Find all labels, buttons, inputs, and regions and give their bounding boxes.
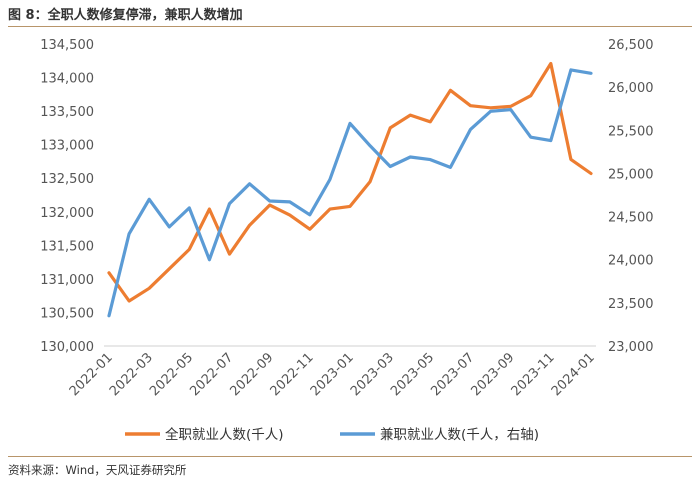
x-tick-label: 2022-09 — [227, 350, 276, 399]
y-left-tick-label: 131,500 — [40, 239, 94, 254]
title-divider — [8, 26, 692, 27]
x-tick-label: 2022-03 — [107, 350, 156, 399]
y-left-tick-label: 130,500 — [40, 306, 94, 321]
left-y-axis-labels: 130,000 130,500 131,000 131,500 132,000 132,5… — [40, 38, 94, 355]
right-y-axis-labels: 23,000 23,500 24,000 24,500 25,000 25,500 26,0… — [608, 38, 654, 355]
legend: 全职就业人数(千人) 兼职就业人数(千人，右轴) — [125, 426, 539, 443]
figure-title: 图 8：全职人数修复停滞，兼职人数增加 — [8, 8, 243, 23]
y-left-tick-label: 134,000 — [40, 72, 94, 87]
y-left-tick-label: 133,000 — [40, 139, 94, 154]
x-tick-label: 2022-05 — [147, 350, 196, 399]
full-time-series-line — [107, 61, 593, 303]
y-left-tick-label: 133,500 — [40, 105, 94, 120]
y-left-tick-label: 131,000 — [40, 273, 94, 288]
y-right-tick-label: 24,000 — [608, 254, 654, 269]
x-tick-label: 2023-09 — [468, 350, 517, 399]
y-left-tick-label: 132,500 — [40, 172, 94, 187]
x-tick-label: 2023-07 — [428, 350, 477, 399]
y-right-tick-label: 23,500 — [608, 297, 654, 312]
y-left-tick-label: 134,500 — [40, 38, 94, 53]
y-left-tick-label: 130,000 — [40, 340, 94, 355]
legend-label-part-time: 兼职就业人数(千人，右轴) — [380, 427, 539, 443]
y-right-tick-label: 26,000 — [608, 81, 654, 96]
x-tick-label: 2023-11 — [509, 350, 558, 399]
x-tick-label: 2023-01 — [308, 350, 357, 399]
x-tick-label: 2022-07 — [187, 350, 236, 399]
series-layer — [107, 61, 593, 318]
legend-label-full-time: 全职就业人数(千人) — [165, 426, 284, 443]
y-right-tick-label: 25,500 — [608, 124, 654, 139]
footer-divider — [8, 456, 692, 457]
x-tick-label: 2022-01 — [67, 350, 116, 399]
x-tick-label: 2022-11 — [268, 350, 317, 399]
y-right-tick-label: 24,500 — [608, 211, 654, 226]
source-note: 资料来源：Wind，天风证券研究所 — [8, 463, 187, 477]
part-time-series-line — [107, 68, 593, 318]
x-tick-label: 2024-01 — [549, 350, 598, 399]
y-right-tick-label: 26,500 — [608, 38, 654, 53]
y-right-tick-label: 23,000 — [608, 340, 654, 355]
x-tick-label: 2023-03 — [348, 350, 397, 399]
y-left-tick-label: 132,000 — [40, 206, 94, 221]
y-right-tick-label: 25,000 — [608, 167, 654, 182]
x-tick-label: 2023-05 — [388, 350, 437, 399]
x-axis-labels: 2022-012022-032022-052022-072022-092022-… — [67, 350, 598, 399]
